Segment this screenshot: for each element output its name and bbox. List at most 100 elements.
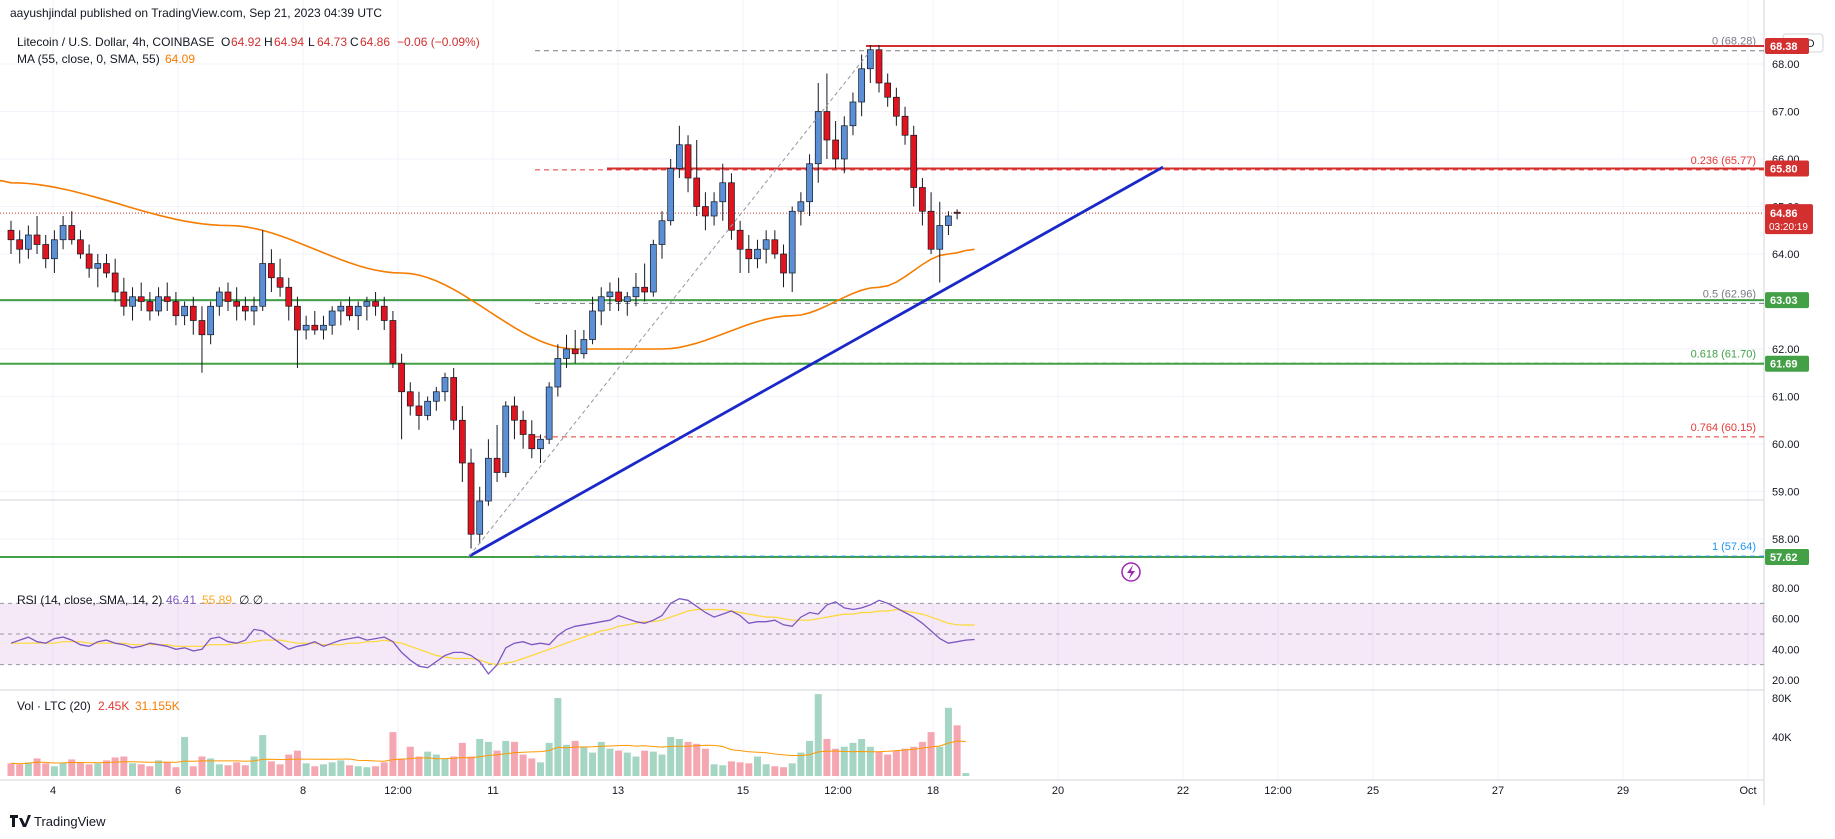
candle xyxy=(7,220,15,254)
volume-bar xyxy=(623,752,631,776)
candle-body xyxy=(51,239,58,260)
candle-body xyxy=(641,286,648,293)
candle-body xyxy=(380,305,388,321)
volume-bar xyxy=(632,756,640,776)
candle xyxy=(554,344,562,397)
volume-bar xyxy=(398,758,406,776)
fib-level-label: 0.236 (65.77) xyxy=(1691,155,1756,167)
volume-bar xyxy=(806,740,814,776)
candle xyxy=(910,125,918,207)
candle xyxy=(328,306,336,335)
volume-axis[interactable]: 80K 40K xyxy=(1772,693,1792,744)
candle-body xyxy=(33,234,41,245)
candle-body xyxy=(797,201,805,212)
volume-bar xyxy=(102,760,110,776)
volume-bar xyxy=(719,765,727,776)
volume-bar xyxy=(944,707,952,776)
candle xyxy=(858,54,865,117)
candle xyxy=(94,254,102,288)
candle xyxy=(667,159,675,226)
candle-body xyxy=(172,301,180,317)
candle xyxy=(215,287,223,316)
candle-body xyxy=(953,211,961,214)
candle-body xyxy=(485,457,492,502)
candle-body xyxy=(363,301,371,307)
volume-bar xyxy=(76,762,84,776)
candle xyxy=(120,277,128,316)
time-tick: 20 xyxy=(1052,785,1064,797)
symbol-legend[interactable]: Litecoin / U.S. Dollar, 4h, COINBASE O 6… xyxy=(17,35,480,49)
volume-bar xyxy=(606,748,614,776)
candle-body xyxy=(754,248,761,260)
candle xyxy=(493,425,501,482)
candle-body xyxy=(563,348,570,359)
candle-body xyxy=(858,68,865,103)
time-tick: 6 xyxy=(175,785,181,797)
rsi-legend[interactable]: RSI (14, close, SMA, 14, 2) 46.41 55.89 … xyxy=(17,593,263,607)
candle-body xyxy=(294,305,301,331)
time-tick: 11 xyxy=(487,785,498,797)
candle xyxy=(623,292,631,316)
candle-body xyxy=(476,500,484,535)
candle-body xyxy=(242,305,249,312)
volume-bar xyxy=(597,741,605,776)
ohlc-change: −0.06 (−0.09%) xyxy=(397,35,480,49)
candle-body xyxy=(415,405,423,416)
fib-level-label: 0 (68.28) xyxy=(1712,36,1756,48)
volume-bar xyxy=(727,761,735,776)
volume-legend[interactable]: Vol · LTC (20) 2.45K 31.155K xyxy=(17,699,180,713)
candle xyxy=(198,306,206,373)
tradingview-logo[interactable]: TradingView xyxy=(10,814,106,829)
volume-bar xyxy=(337,760,345,776)
mid-price-tag: 63.03 xyxy=(1765,292,1809,309)
candle-body xyxy=(580,339,588,355)
price-tag-bg xyxy=(1765,160,1809,177)
candle xyxy=(702,192,709,231)
candle-body xyxy=(615,291,622,302)
candle-body xyxy=(215,291,223,307)
volume-bar xyxy=(276,764,284,776)
candle xyxy=(259,230,267,311)
candle-body xyxy=(233,301,241,307)
candle-body xyxy=(432,391,440,402)
candle xyxy=(519,410,527,449)
candle xyxy=(294,296,301,368)
candle-body xyxy=(745,248,753,260)
fib-trend-line[interactable] xyxy=(468,50,871,557)
support-trendline[interactable] xyxy=(468,165,1164,558)
rsi-axis[interactable]: 80.00 60.00 40.00 20.00 xyxy=(1772,583,1800,687)
candle xyxy=(884,73,892,107)
time-axis[interactable]: 4 6 8 12:00 11 13 15 12:00 18 20 22 12:00 25 27 29 Oct xyxy=(50,785,1757,797)
volume-bar xyxy=(319,764,327,776)
candle xyxy=(545,382,553,444)
ma-legend[interactable]: MA (55, close, 0, SMA, 55) 64.09 xyxy=(17,52,195,66)
time-tick: 27 xyxy=(1492,785,1504,797)
lightning-icon[interactable] xyxy=(1121,562,1141,582)
volume-bar xyxy=(797,752,805,776)
time-tick: 22 xyxy=(1177,785,1189,797)
rsi-tick: 80.00 xyxy=(1772,583,1800,595)
candle-body xyxy=(884,82,892,98)
volume-bar xyxy=(224,765,232,776)
price-tag-text: 65.80 xyxy=(1770,164,1798,176)
candle-body xyxy=(302,324,310,331)
candle-body xyxy=(606,291,614,298)
candle xyxy=(919,178,926,226)
candle xyxy=(389,311,397,368)
candle xyxy=(580,330,588,359)
volume-bar xyxy=(146,766,154,776)
candlesticks xyxy=(7,45,961,549)
volume-bar xyxy=(693,743,701,776)
candle xyxy=(354,301,362,330)
candle xyxy=(641,263,648,302)
candle xyxy=(927,192,935,254)
fibonacci-retracement[interactable]: 0 (68.28) 0.236 (65.77) 0.5 (62.96) 0.618 (… xyxy=(535,36,1764,557)
volume-bar xyxy=(858,738,866,776)
price-tag-bg xyxy=(1765,549,1809,566)
volume-ma-line xyxy=(10,740,966,765)
candle-body xyxy=(311,324,319,331)
candle-body xyxy=(901,115,909,136)
candle xyxy=(103,254,110,278)
